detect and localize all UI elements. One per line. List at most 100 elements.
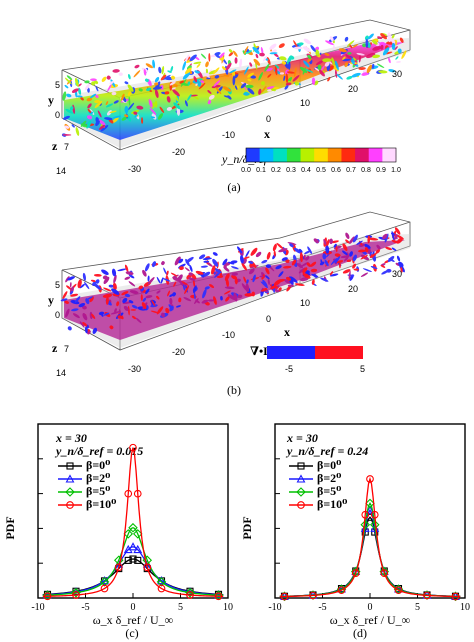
vortex-structure bbox=[285, 276, 292, 281]
panel-d-annotation-x: x = 30 bbox=[286, 431, 318, 445]
colorbar-tick-label: 1.0 bbox=[391, 167, 401, 174]
vortex-structure bbox=[145, 87, 152, 92]
vortex-structure bbox=[294, 283, 305, 286]
vortex-structure bbox=[105, 296, 109, 305]
vortex-structure bbox=[380, 44, 384, 50]
vortex-structure bbox=[310, 45, 316, 52]
vortex-structure bbox=[220, 295, 223, 301]
series-line bbox=[42, 447, 224, 598]
vortex-structure bbox=[303, 38, 312, 45]
data-point bbox=[185, 587, 195, 598]
vortex-structure bbox=[394, 46, 398, 51]
tick-label: -30 bbox=[128, 364, 141, 374]
vortex-structure bbox=[109, 110, 117, 114]
vortex-structure bbox=[224, 262, 231, 266]
vortex-structure bbox=[95, 94, 99, 99]
vortex-structure bbox=[62, 291, 68, 299]
vortex-structure bbox=[169, 297, 173, 305]
vortex-structure bbox=[66, 93, 72, 98]
vortex-structure bbox=[310, 261, 317, 267]
vortex-structure bbox=[127, 102, 135, 111]
x-tick-label: -5 bbox=[81, 602, 89, 613]
colorbar-outline bbox=[245, 147, 397, 163]
vortex-structure bbox=[168, 304, 174, 311]
data-point bbox=[369, 519, 380, 530]
vortex-structure bbox=[94, 101, 103, 109]
vortex-structure bbox=[302, 46, 311, 52]
vortex-structure bbox=[112, 117, 119, 124]
vortex-structure bbox=[292, 75, 300, 82]
data-point bbox=[133, 489, 142, 498]
vortex-structure bbox=[72, 313, 80, 319]
vortex-structure bbox=[178, 297, 182, 303]
vortex-structure bbox=[324, 61, 330, 67]
vortex-structure bbox=[300, 277, 309, 282]
vortex-structure bbox=[401, 50, 407, 60]
vortex-structure bbox=[352, 263, 357, 269]
vortex-structure bbox=[384, 233, 389, 243]
panel-d-legend: β=0⁰ β=2⁰ β=5⁰ β=10⁰ bbox=[317, 458, 347, 511]
vortex-structure bbox=[177, 274, 183, 282]
vortex-structure bbox=[382, 47, 390, 56]
vortex-structure bbox=[128, 300, 134, 304]
panel-a-x-ticks: -30 -20 -10 0 10 20 30 bbox=[128, 69, 402, 174]
vortex-structure bbox=[144, 263, 150, 272]
vortex-structure bbox=[346, 259, 352, 263]
vortex-structure bbox=[75, 127, 80, 136]
vortex-structure bbox=[131, 305, 138, 309]
vortex-structure bbox=[135, 317, 142, 324]
vortex-structure bbox=[80, 97, 84, 101]
vortex-structure bbox=[112, 69, 120, 73]
tick-label: 0 bbox=[266, 114, 271, 124]
vortex-structure bbox=[193, 95, 199, 100]
vortex-structure bbox=[279, 72, 285, 75]
vortex-structure bbox=[342, 269, 351, 274]
data-point bbox=[366, 475, 374, 483]
vortex-structure bbox=[240, 83, 247, 89]
vortex-structure bbox=[77, 279, 82, 289]
vortex-structure bbox=[125, 271, 134, 275]
vortex-structure bbox=[274, 64, 280, 69]
data-point bbox=[379, 566, 390, 577]
vortex-structure bbox=[213, 80, 221, 87]
vortex-structure bbox=[225, 62, 232, 71]
vortex-structure bbox=[324, 259, 329, 267]
vortex-structure bbox=[329, 238, 333, 245]
vortex-structure bbox=[250, 75, 257, 79]
colorbar-swatch bbox=[327, 148, 342, 162]
vortex-structure bbox=[336, 73, 343, 80]
vortex-structure bbox=[366, 64, 373, 74]
vortex-structure bbox=[92, 327, 98, 334]
vortex-structure bbox=[313, 238, 319, 244]
data-point bbox=[157, 584, 166, 593]
vortex-structure bbox=[192, 279, 196, 287]
panel-b-caption: (b) bbox=[227, 383, 241, 397]
vortex-structure bbox=[285, 82, 292, 86]
vortex-structure bbox=[276, 242, 284, 250]
panel-a-colorbar bbox=[245, 147, 397, 163]
vortex-structure bbox=[338, 48, 347, 53]
vortex-structure bbox=[249, 62, 253, 67]
vortex-structure bbox=[379, 41, 386, 46]
vortex-structure bbox=[184, 285, 190, 295]
vortex-structure bbox=[333, 243, 337, 248]
vortex-structure bbox=[90, 78, 97, 81]
vortex-structure bbox=[221, 66, 227, 71]
vortex-structure bbox=[80, 123, 88, 128]
tick-label: 5 bbox=[55, 80, 60, 90]
vortex-structure bbox=[395, 56, 399, 60]
legend-marker bbox=[296, 474, 306, 483]
vortex-structure bbox=[150, 304, 158, 308]
vortex-structure bbox=[259, 52, 265, 57]
vortex-structure bbox=[245, 84, 254, 89]
vortex-structure bbox=[299, 252, 303, 263]
vortex-structure bbox=[331, 57, 335, 66]
vortex-structure bbox=[131, 315, 137, 320]
vortex-structure bbox=[382, 233, 388, 240]
vortex-structure bbox=[362, 43, 367, 48]
vortex-structure bbox=[203, 260, 210, 263]
vortex-structure bbox=[194, 70, 201, 74]
vortex-structure bbox=[269, 43, 277, 50]
vortex-structure bbox=[185, 256, 194, 263]
vortex-structure bbox=[278, 248, 288, 253]
